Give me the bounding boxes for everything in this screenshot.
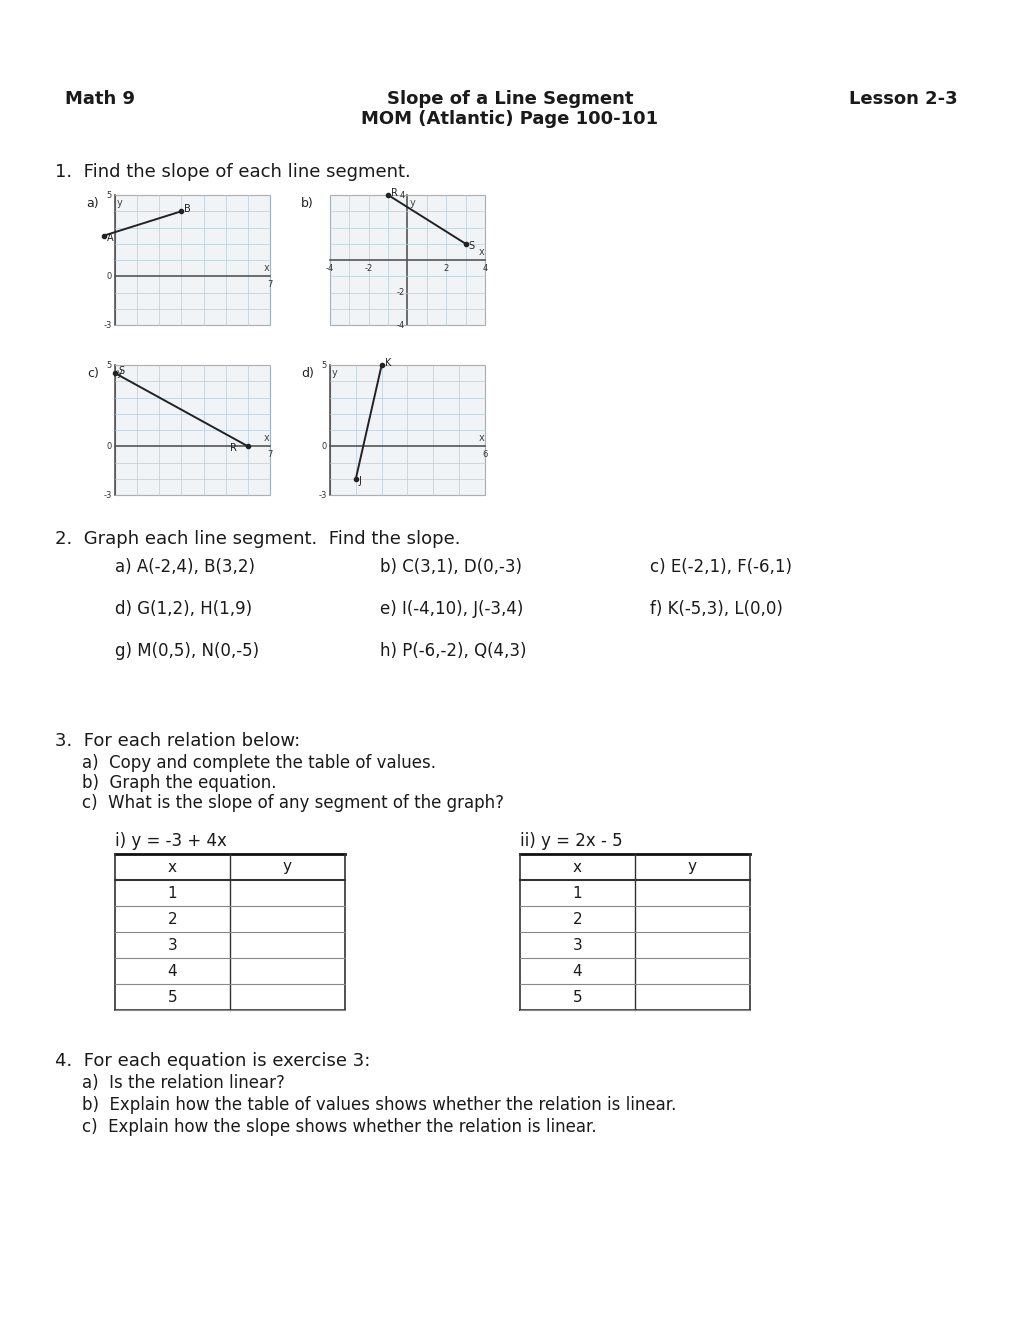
Text: 4: 4 (398, 190, 405, 199)
Text: y: y (117, 198, 122, 209)
Text: i) y = -3 + 4x: i) y = -3 + 4x (115, 832, 226, 850)
Text: 3: 3 (572, 937, 582, 953)
Text: y: y (282, 859, 291, 874)
Text: b)  Explain how the table of values shows whether the relation is linear.: b) Explain how the table of values shows… (82, 1096, 676, 1114)
Text: c)  What is the slope of any segment of the graph?: c) What is the slope of any segment of t… (82, 795, 503, 812)
Text: 3.  For each relation below:: 3. For each relation below: (55, 733, 300, 750)
Text: 5: 5 (572, 990, 582, 1005)
Text: x: x (263, 433, 269, 444)
Text: 0: 0 (107, 442, 112, 450)
Text: B: B (184, 205, 191, 214)
Bar (115, 366, 270, 495)
Text: 6: 6 (482, 450, 487, 459)
Text: y: y (117, 368, 122, 378)
Text: A: A (107, 232, 113, 243)
Text: a)  Is the relation linear?: a) Is the relation linear? (82, 1074, 284, 1092)
Text: -2: -2 (395, 288, 405, 297)
Text: 7: 7 (267, 280, 272, 289)
Text: b)  Graph the equation.: b) Graph the equation. (82, 774, 276, 792)
Text: Lesson 2-3: Lesson 2-3 (849, 90, 957, 108)
Text: ii) y = 2x - 5: ii) y = 2x - 5 (520, 832, 622, 850)
Text: 1: 1 (572, 886, 582, 900)
Text: f) K(-5,3), L(0,0): f) K(-5,3), L(0,0) (649, 601, 783, 618)
Text: c)  Explain how the slope shows whether the relation is linear.: c) Explain how the slope shows whether t… (82, 1118, 596, 1137)
Text: -3: -3 (318, 491, 327, 499)
Text: -4: -4 (325, 264, 334, 273)
Text: c): c) (87, 367, 99, 380)
Text: a) A(-2,4), B(3,2): a) A(-2,4), B(3,2) (115, 558, 255, 576)
Text: S: S (118, 366, 124, 376)
Text: x: x (168, 859, 177, 874)
Text: Slope of a Line Segment: Slope of a Line Segment (386, 90, 633, 108)
Text: h) P(-6,-2), Q(4,3): h) P(-6,-2), Q(4,3) (380, 642, 526, 660)
Text: 2.  Graph each line segment.  Find the slope.: 2. Graph each line segment. Find the slo… (55, 531, 460, 548)
Text: e) I(-4,10), J(-3,4): e) I(-4,10), J(-3,4) (380, 601, 523, 618)
Text: R: R (229, 444, 236, 453)
Text: 0: 0 (321, 442, 327, 450)
Text: 3: 3 (167, 937, 177, 953)
Text: y: y (409, 198, 415, 209)
Text: -4: -4 (395, 321, 405, 330)
Text: a): a) (87, 197, 99, 210)
Text: 4: 4 (482, 264, 487, 273)
Text: J: J (359, 475, 362, 486)
Text: R: R (390, 187, 397, 198)
Text: 1.  Find the slope of each line segment.: 1. Find the slope of each line segment. (55, 162, 411, 181)
Text: 1: 1 (167, 886, 177, 900)
Text: x: x (478, 247, 484, 257)
Bar (330, 195, 484, 325)
Text: 4: 4 (572, 964, 582, 978)
Text: 2: 2 (572, 912, 582, 927)
Text: 5: 5 (167, 990, 177, 1005)
Text: g) M(0,5), N(0,-5): g) M(0,5), N(0,-5) (115, 642, 259, 660)
Bar (330, 366, 484, 495)
Text: 0: 0 (107, 272, 112, 281)
Text: 7: 7 (267, 450, 272, 459)
Text: K: K (384, 358, 390, 368)
Text: d): d) (301, 367, 314, 380)
Text: d) G(1,2), H(1,9): d) G(1,2), H(1,9) (115, 601, 252, 618)
Text: S: S (468, 240, 474, 251)
Text: 5: 5 (107, 360, 112, 370)
Text: 4.  For each equation is exercise 3:: 4. For each equation is exercise 3: (55, 1052, 370, 1071)
Text: -2: -2 (364, 264, 373, 273)
Text: 5: 5 (321, 360, 327, 370)
Text: MOM (Atlantic) Page 100-101: MOM (Atlantic) Page 100-101 (361, 110, 658, 128)
Text: y: y (331, 368, 337, 378)
Text: -3: -3 (104, 491, 112, 499)
Text: 4: 4 (167, 964, 177, 978)
Text: 5: 5 (107, 190, 112, 199)
Text: 2: 2 (443, 264, 448, 273)
Text: x: x (478, 433, 484, 444)
Text: b) C(3,1), D(0,-3): b) C(3,1), D(0,-3) (380, 558, 522, 576)
Text: x: x (263, 263, 269, 273)
Text: a)  Copy and complete the table of values.: a) Copy and complete the table of values… (82, 754, 435, 772)
Text: 2: 2 (167, 912, 177, 927)
Text: Math 9: Math 9 (65, 90, 135, 108)
Text: y: y (688, 859, 696, 874)
Text: c) E(-2,1), F(-6,1): c) E(-2,1), F(-6,1) (649, 558, 791, 576)
Bar (115, 195, 270, 325)
Text: x: x (573, 859, 582, 874)
Text: -3: -3 (104, 321, 112, 330)
Text: b): b) (301, 197, 314, 210)
